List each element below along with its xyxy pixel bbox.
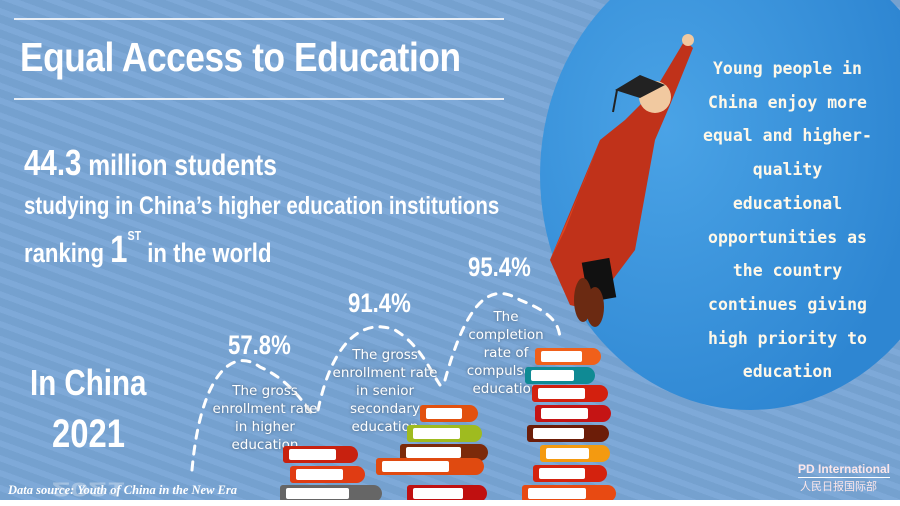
headline-line1: 44.3 million students	[24, 142, 277, 184]
rank-suffix: ST	[127, 228, 142, 243]
headline-line3: ranking 1ST in the world	[24, 228, 271, 272]
stat-value-higher: 57.8%	[228, 330, 291, 360]
top-divider	[14, 18, 504, 20]
globe-shape	[540, 0, 900, 410]
globe-graphic	[540, 0, 900, 410]
page-title: Equal Access to Education	[20, 34, 461, 80]
book	[290, 466, 365, 483]
book	[283, 446, 358, 463]
data-source: Data source: Youth of China in the New E…	[8, 483, 237, 497]
book	[527, 425, 609, 442]
gown	[550, 40, 693, 310]
arc-1	[190, 359, 315, 472]
bottom-strip	[0, 500, 900, 506]
rank-text: in the world	[141, 238, 272, 268]
book	[535, 348, 601, 365]
graduate-illustration	[550, 34, 694, 327]
book	[522, 485, 616, 502]
book	[407, 485, 487, 502]
book	[533, 465, 607, 482]
book	[420, 405, 478, 422]
book	[540, 445, 610, 462]
arc-3	[443, 292, 562, 382]
fist	[682, 34, 694, 46]
side-text: Young people in China enjoy more equal a…	[703, 59, 872, 382]
headline-line2: studying in China’s higher education ins…	[24, 192, 500, 220]
rank-number: 1	[110, 229, 128, 271]
title-divider	[14, 98, 504, 100]
logo-cn: 人民日报国际部	[800, 480, 877, 493]
rank-prefix: ranking	[24, 238, 111, 268]
book	[535, 405, 611, 422]
shoe	[586, 287, 604, 327]
book	[532, 385, 608, 402]
stat-value-senior: 91.4%	[348, 288, 411, 318]
student-count: 44.3	[24, 142, 82, 183]
arc-2	[316, 325, 442, 412]
book	[525, 367, 595, 384]
year-label: 2021	[52, 412, 125, 456]
place-label: In China	[30, 362, 147, 403]
stat-label-higher: The gross enrollment rate in higher educ…	[212, 383, 318, 453]
stat-label-senior: The gross enrollment rate in senior seco…	[332, 347, 438, 435]
student-count-unit: million students	[81, 149, 277, 182]
book	[400, 444, 488, 461]
book	[376, 458, 484, 475]
book	[280, 485, 382, 502]
stat-value-compulsory: 95.4%	[468, 252, 531, 282]
book	[407, 425, 482, 442]
graduation-cap-icon	[615, 75, 665, 98]
logo-en: PD International	[798, 462, 891, 478]
